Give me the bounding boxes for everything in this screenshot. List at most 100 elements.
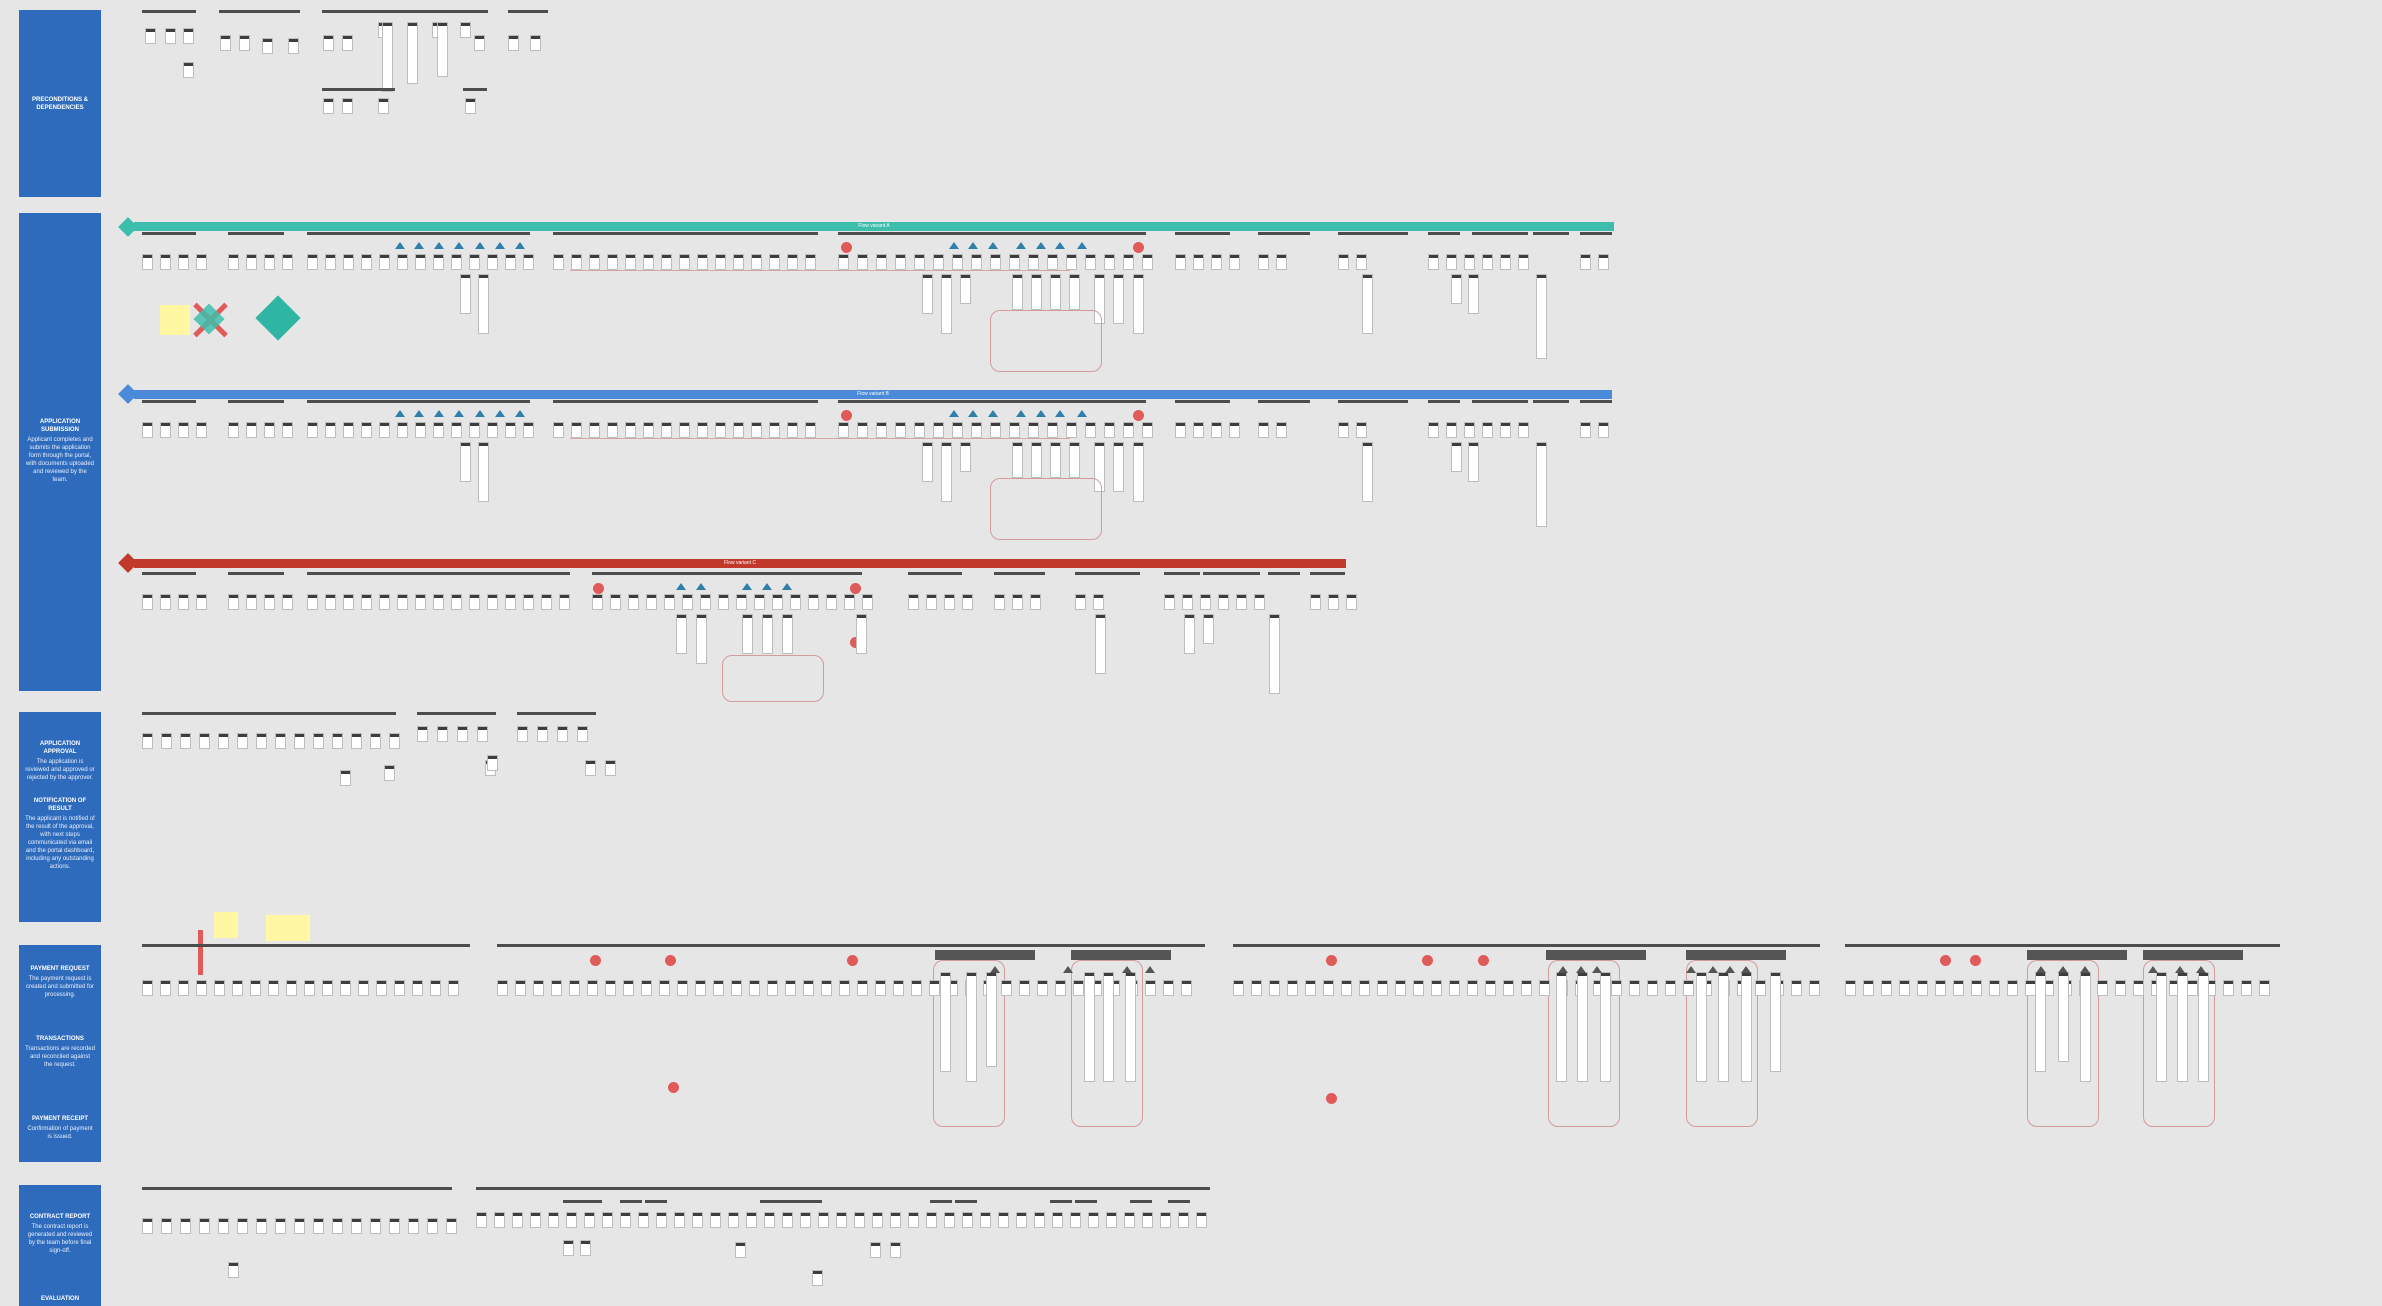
screen-card[interactable]: [1047, 422, 1058, 438]
screen-card[interactable]: [1503, 980, 1514, 996]
screen-stack[interactable]: [960, 274, 971, 304]
screen-card[interactable]: [1611, 980, 1622, 996]
screen-card[interactable]: [275, 1218, 286, 1234]
screen-stack[interactable]: [1203, 614, 1214, 644]
screen-card[interactable]: [323, 35, 334, 51]
screen-stack[interactable]: [1095, 614, 1106, 674]
screen-stack[interactable]: [1012, 274, 1023, 310]
screen-card[interactable]: [1413, 980, 1424, 996]
screen-card[interactable]: [1104, 422, 1115, 438]
screen-card[interactable]: [1328, 594, 1339, 610]
screen-card[interactable]: [505, 594, 516, 610]
screen-card[interactable]: [767, 980, 778, 996]
screen-card[interactable]: [237, 733, 248, 749]
screen-card[interactable]: [1093, 594, 1104, 610]
screen-card[interactable]: [890, 1212, 901, 1228]
screen-card[interactable]: [933, 422, 944, 438]
screen-card[interactable]: [1258, 254, 1269, 270]
screen-card[interactable]: [1258, 422, 1269, 438]
screen-card[interactable]: [1863, 980, 1874, 996]
screen-card[interactable]: [870, 1242, 881, 1258]
screen-card[interactable]: [971, 422, 982, 438]
screen-card[interactable]: [895, 254, 906, 270]
screen-card[interactable]: [1012, 594, 1023, 610]
screen-card[interactable]: [990, 422, 1001, 438]
screen-card[interactable]: [1106, 1212, 1117, 1228]
screen-card[interactable]: [394, 980, 405, 996]
screen-card[interactable]: [577, 726, 588, 742]
screen-card[interactable]: [890, 1242, 901, 1258]
screen-card[interactable]: [677, 980, 688, 996]
screen-card[interactable]: [1034, 1212, 1045, 1228]
screen-card[interactable]: [1755, 980, 1766, 996]
screen-card[interactable]: [487, 594, 498, 610]
screen-stack[interactable]: [407, 22, 418, 84]
screen-stack[interactable]: [1770, 972, 1781, 1072]
screen-card[interactable]: [313, 733, 324, 749]
screen-card[interactable]: [911, 980, 922, 996]
screen-card[interactable]: [812, 1270, 823, 1286]
screen-card[interactable]: [1629, 980, 1640, 996]
screen-stack[interactable]: [2035, 972, 2046, 1072]
screen-card[interactable]: [1163, 980, 1174, 996]
screen-card[interactable]: [1070, 1212, 1081, 1228]
screen-card[interactable]: [990, 254, 1001, 270]
screen-card[interactable]: [294, 733, 305, 749]
screen-card[interactable]: [1142, 422, 1153, 438]
screen-stack[interactable]: [437, 22, 448, 77]
screen-card[interactable]: [523, 594, 534, 610]
screen-card[interactable]: [1485, 980, 1496, 996]
screen-card[interactable]: [457, 726, 468, 742]
screen-card[interactable]: [1683, 980, 1694, 996]
screen-stack[interactable]: [2080, 972, 2091, 1082]
screen-card[interactable]: [1124, 1212, 1135, 1228]
screen-stack[interactable]: [1536, 274, 1547, 359]
screen-card[interactable]: [571, 254, 582, 270]
screen-card[interactable]: [838, 422, 849, 438]
screen-card[interactable]: [523, 254, 534, 270]
screen-card[interactable]: [494, 1212, 505, 1228]
screen-card[interactable]: [282, 254, 293, 270]
screen-card[interactable]: [826, 594, 837, 610]
screen-card[interactable]: [1428, 422, 1439, 438]
screen-card[interactable]: [821, 980, 832, 996]
screen-card[interactable]: [160, 422, 171, 438]
screen-card[interactable]: [787, 254, 798, 270]
screen-card[interactable]: [537, 726, 548, 742]
screen-stack[interactable]: [2058, 972, 2069, 1062]
screen-card[interactable]: [1075, 594, 1086, 610]
screen-card[interactable]: [415, 422, 426, 438]
screen-card[interactable]: [1047, 254, 1058, 270]
screen-card[interactable]: [264, 594, 275, 610]
screen-stack[interactable]: [1094, 274, 1105, 324]
screen-card[interactable]: [268, 980, 279, 996]
screen-card[interactable]: [857, 422, 868, 438]
screen-card[interactable]: [160, 594, 171, 610]
screen-card[interactable]: [857, 254, 868, 270]
screen-card[interactable]: [505, 254, 516, 270]
screen-stack[interactable]: [478, 274, 489, 334]
screen-card[interactable]: [769, 422, 780, 438]
screen-stack[interactable]: [742, 614, 753, 654]
screen-card[interactable]: [340, 980, 351, 996]
screen-card[interactable]: [1123, 422, 1134, 438]
screen-card[interactable]: [839, 980, 850, 996]
screen-card[interactable]: [451, 254, 462, 270]
screen-card[interactable]: [358, 980, 369, 996]
screen-card[interactable]: [288, 38, 299, 54]
screen-card[interactable]: [929, 980, 940, 996]
screen-card[interactable]: [944, 594, 955, 610]
screen-card[interactable]: [1037, 980, 1048, 996]
screen-card[interactable]: [674, 1212, 685, 1228]
screen-card[interactable]: [1539, 980, 1550, 996]
screen-card[interactable]: [370, 1218, 381, 1234]
screen-card[interactable]: [1518, 422, 1529, 438]
screen-stack[interactable]: [1031, 442, 1042, 478]
screen-card[interactable]: [294, 1218, 305, 1234]
screen-card[interactable]: [836, 1212, 847, 1228]
screen-stack[interactable]: [1556, 972, 1567, 1082]
screen-card[interactable]: [733, 254, 744, 270]
screen-card[interactable]: [895, 422, 906, 438]
screen-card[interactable]: [679, 422, 690, 438]
screen-stack[interactable]: [1094, 442, 1105, 492]
